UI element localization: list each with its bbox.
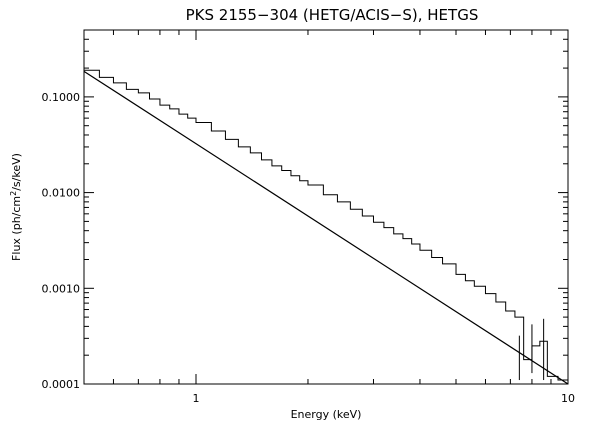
x-axis-label: Energy (keV)	[291, 408, 362, 421]
x-tick-label: 1	[192, 392, 199, 405]
data-series-step	[84, 69, 568, 381]
y-tick-label: 0.1000	[42, 91, 81, 104]
model-line	[83, 70, 569, 385]
x-tick-label: 10	[561, 392, 575, 405]
y-tick-label: 0.0010	[42, 282, 81, 295]
plot-frame	[83, 29, 569, 385]
y-axis-label-superscript: 2	[9, 191, 18, 196]
error-bars	[518, 318, 545, 381]
y-tick-label: 0.0001	[42, 378, 81, 391]
y-axis-ticks: 0.1000 0.0100 0.0010 0.0001	[42, 29, 568, 391]
x-axis-ticks: 1 10	[112, 30, 575, 405]
y-axis-label-part: /s/keV)	[10, 153, 23, 191]
y-axis-label-part: Flux (ph/cm	[10, 196, 23, 261]
y-tick-label: 0.0100	[42, 187, 81, 200]
y-axis-label: Flux (ph/cm2/s/keV)	[9, 153, 23, 261]
chart-title: PKS 2155−304 (HETG/ACIS−S), HETGS	[186, 6, 479, 24]
